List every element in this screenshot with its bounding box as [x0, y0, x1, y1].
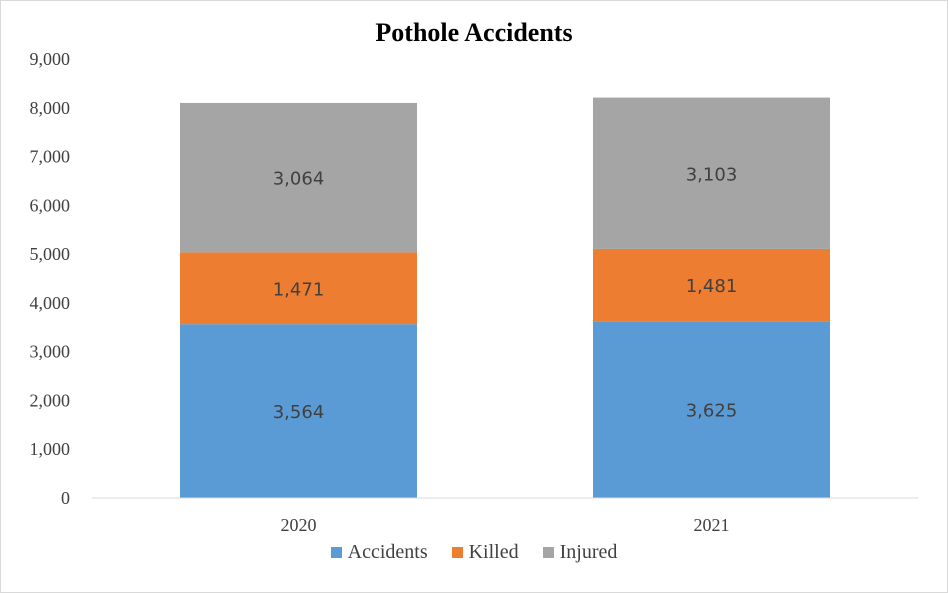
- x-tick-label: 2020: [281, 515, 317, 535]
- y-tick-label: 4,000: [30, 293, 71, 313]
- bar-accidents-2020: [180, 324, 417, 498]
- data-label: 3,103: [686, 164, 738, 185]
- y-tick-label: 1,000: [30, 439, 71, 459]
- data-label: 3,064: [273, 169, 325, 190]
- y-tick-label: 9,000: [30, 49, 71, 69]
- bar-injured-2020: [180, 102, 417, 253]
- y-tick-label: 0: [61, 488, 70, 508]
- y-tick-label: 8,000: [30, 98, 71, 118]
- data-label: 1,471: [273, 279, 325, 300]
- y-tick-label: 2,000: [30, 390, 71, 410]
- data-label: 3,564: [273, 402, 325, 423]
- y-tick-label: 7,000: [30, 147, 71, 167]
- bar-accidents-2021: [593, 321, 830, 498]
- bar-killed-2020: [180, 252, 417, 325]
- x-tick-label: 2021: [694, 515, 730, 535]
- y-tick-label: 6,000: [30, 195, 71, 215]
- bar-killed-2021: [593, 248, 830, 322]
- legend-label: Accidents: [347, 541, 428, 563]
- data-label: 1,481: [686, 276, 738, 297]
- chart-title: Pothole Accidents: [375, 18, 573, 47]
- legend-item: Accidents: [330, 541, 428, 564]
- legend-swatch: [451, 547, 463, 558]
- data-label: 3,625: [686, 401, 738, 422]
- y-tick-label: 5,000: [30, 244, 71, 264]
- legend-swatch: [330, 547, 342, 558]
- bar-injured-2021: [593, 97, 830, 249]
- legend-swatch: [542, 547, 554, 558]
- legend-item: Killed: [451, 541, 519, 564]
- legend-label: Injured: [559, 541, 618, 563]
- y-tick-label: 3,000: [30, 342, 71, 362]
- legend-item: Injured: [542, 541, 618, 564]
- legend-label: Killed: [468, 541, 519, 563]
- chart-legend: Accidents Killed Injured: [0, 541, 948, 564]
